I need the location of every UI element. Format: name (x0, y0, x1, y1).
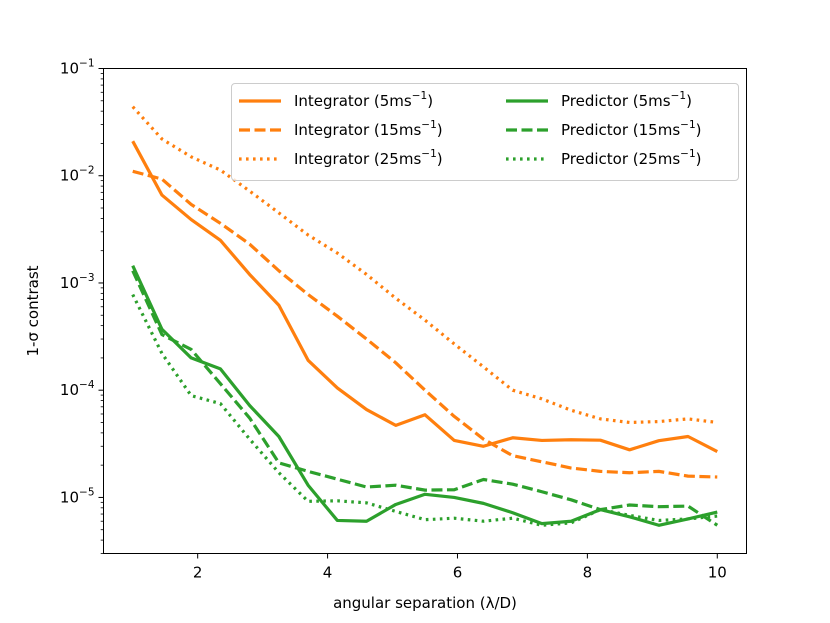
legend-label: Predictor (15ms−1) (561, 119, 702, 139)
x-tick-label: 10 (708, 564, 727, 582)
x-axis: 2 4 6 8 10 (193, 553, 727, 582)
y-tick-label: 10−1 (60, 58, 95, 78)
series-line-predictor-5ms-solid (131, 264, 718, 527)
legend-label: Predictor (5ms−1) (561, 90, 692, 110)
x-tick-label: 2 (193, 564, 203, 582)
legend-label: Integrator (5ms−1) (294, 90, 433, 110)
axes-frame (103, 68, 747, 554)
series-line-predictor-25ms-dotted (131, 293, 718, 527)
series-line-predictor-15ms-dashed (131, 270, 719, 527)
x-tick-label: 6 (453, 564, 463, 582)
y-axis: 10−5 10−4 10−3 10−2 10−1 (60, 58, 104, 554)
y-tick-label: 10−2 (60, 165, 95, 185)
x-tick-label: 4 (323, 564, 333, 582)
y-tick-label: 10−3 (60, 272, 95, 292)
x-tick-label: 8 (583, 564, 593, 582)
y-tick-label: 10−4 (60, 379, 95, 399)
legend-label: Predictor (25ms−1) (561, 148, 702, 168)
y-axis-label: 1-σ contrast (24, 265, 42, 356)
series-line-integrator-5ms-solid (131, 140, 719, 453)
legend-frame (231, 83, 739, 181)
x-axis-label: angular separation (λ/D) (333, 594, 517, 612)
legend-label: Integrator (15ms−1) (294, 119, 443, 139)
y-tick-label: 10−5 (60, 486, 95, 506)
series-line-integrator-15ms-dashed (132, 169, 718, 479)
legend-label: Integrator (25ms−1) (294, 148, 443, 168)
legend: Integrator (5ms−1) Integrator (15ms−1) Int… (231, 83, 739, 181)
plot-area (131, 105, 719, 527)
